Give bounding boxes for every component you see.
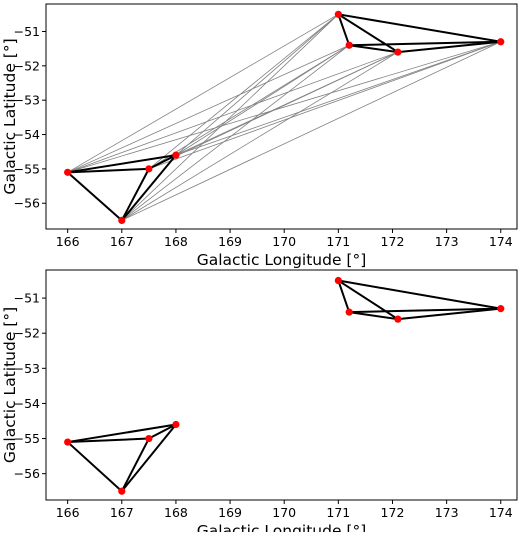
- x-tick-label: 168: [164, 505, 188, 520]
- x-tick-label: 170: [272, 234, 296, 249]
- y-tick-label: −52: [14, 58, 40, 73]
- y-tick-label: −55: [14, 161, 40, 176]
- edge-0-1: [66, 441, 123, 492]
- y-tick-label: −51: [14, 24, 40, 39]
- data-point-1: [64, 168, 72, 176]
- x-tick-label: 169: [218, 234, 242, 249]
- x-axis-label: Galactic Longitude [°]: [197, 251, 367, 269]
- cross-edge-0-2: [67, 51, 399, 173]
- data-point-5: [334, 276, 342, 285]
- cross-edge-0-1: [67, 44, 350, 173]
- edge-6-7: [397, 307, 501, 321]
- y-tick-label: −54: [14, 396, 40, 411]
- y-tick-label: −53: [14, 93, 40, 108]
- data-point-8: [497, 38, 505, 46]
- x-tick-label: 173: [435, 505, 459, 520]
- data-point-1: [64, 438, 72, 446]
- cross-edge-1-1: [121, 44, 350, 221]
- cross-edge-1-2: [121, 51, 399, 221]
- edge-4-6: [337, 13, 399, 53]
- cross-edge-2-1: [148, 44, 350, 170]
- cross-edge-3-1: [175, 44, 350, 156]
- cross-edge-3-0: [175, 14, 339, 156]
- edge-0-3: [67, 154, 177, 174]
- x-tick-label: 173: [435, 234, 459, 249]
- plot-frame: [45, 3, 518, 230]
- edge-0-3: [67, 423, 177, 444]
- chart-panel-2: 166 167 168 169 170 171 172 173 174 −51 −52 −53 −54 −…: [1, 269, 518, 537]
- edge-4-5: [337, 13, 351, 46]
- data-point-7: [394, 315, 402, 323]
- cross-edge-1-3: [121, 41, 501, 221]
- x-tick-label: 174: [489, 234, 513, 249]
- edge-0-2: [67, 437, 149, 444]
- y-tick-label: −52: [14, 326, 40, 341]
- x-tick-label: 172: [381, 505, 405, 520]
- cross-edge-0-3: [67, 41, 501, 173]
- x-tick-label: 171: [326, 505, 350, 520]
- y-axis-label: Galactic Latitude [°]: [1, 38, 19, 194]
- x-tick-label: 166: [56, 505, 80, 520]
- edge-5-6: [349, 311, 399, 321]
- x-tick-label: 166: [56, 234, 80, 249]
- x-tick-label: 167: [110, 505, 134, 520]
- edge-4-7: [338, 279, 501, 310]
- x-tick-label: 174: [489, 505, 513, 520]
- x-tick-label: 167: [110, 234, 134, 249]
- y-tick-label: −56: [14, 466, 40, 481]
- data-point-2: [118, 487, 126, 495]
- cross-edge-2-0: [148, 13, 339, 170]
- data-point-4: [172, 151, 180, 159]
- y-tick-label: −53: [14, 361, 40, 376]
- data-point-8: [497, 305, 505, 313]
- x-axis-label: Galactic Longitude [°]: [197, 522, 367, 532]
- edge-5-6: [349, 44, 399, 54]
- x-tick-label: 172: [381, 234, 405, 249]
- edge-2-3: [148, 423, 177, 440]
- y-tick-label: −51: [14, 291, 40, 306]
- data-point-6: [345, 41, 353, 49]
- y-tick-label: −54: [14, 127, 40, 142]
- edge-2-3: [148, 154, 177, 170]
- data-point-3: [145, 434, 153, 443]
- cross-edge-2-3: [148, 41, 501, 170]
- edge-6-7: [397, 40, 501, 54]
- cross-edge-0-0: [67, 13, 339, 173]
- edge-1-2: [120, 168, 150, 221]
- y-tick-label: −55: [14, 431, 40, 446]
- y-tick-label: −56: [14, 196, 40, 211]
- data-point-6: [345, 308, 353, 316]
- edge-5-7: [349, 40, 501, 47]
- y-axis-label: Galactic Latitude [°]: [1, 307, 19, 463]
- cross-edge-1-0: [121, 14, 339, 221]
- edge-1-2: [120, 438, 150, 492]
- edge-4-6: [337, 279, 399, 320]
- x-tick-label: 168: [164, 234, 188, 249]
- edge-1-3: [121, 423, 177, 492]
- data-point-4: [172, 420, 180, 429]
- cross-edge-3-2: [175, 51, 399, 156]
- edge-0-1: [66, 171, 123, 222]
- chart-panel-1: 166 167 168 169 170 171 172 173 174 −51 −52 −53 −54 −…: [1, 3, 518, 269]
- x-tick-label: 169: [218, 505, 242, 520]
- edge-1-3: [121, 154, 177, 222]
- edge-0-2: [67, 167, 149, 174]
- cross-edge-3-3: [175, 41, 501, 156]
- x-tick-label: 170: [272, 505, 296, 520]
- edge-5-7: [349, 307, 501, 314]
- data-point-3: [145, 165, 153, 173]
- x-tick-label: 171: [326, 234, 350, 249]
- data-point-2: [118, 216, 126, 225]
- plot-frame: [45, 269, 518, 501]
- data-point-7: [394, 48, 402, 56]
- edge-4-7: [338, 13, 501, 43]
- edge-4-5: [337, 280, 351, 313]
- data-point-5: [334, 10, 342, 18]
